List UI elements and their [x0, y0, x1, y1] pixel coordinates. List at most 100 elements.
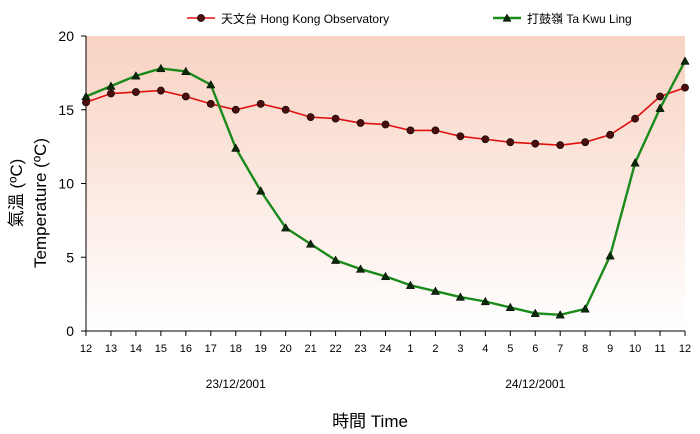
- series-layer: [81, 56, 690, 319]
- y-axis-title: Temperature (ºC): [31, 138, 50, 268]
- x-tick-label: 12: [679, 343, 691, 355]
- data-point: [606, 130, 615, 139]
- data-point: [631, 114, 639, 123]
- data-point: [306, 113, 315, 122]
- data-point: [456, 132, 465, 141]
- x-tick-label: 20: [280, 343, 292, 355]
- data-point: [431, 126, 440, 135]
- x-tick-label: 2: [432, 343, 438, 355]
- x-tick-label: 1: [407, 343, 413, 355]
- legend-swatch-marker: [502, 13, 512, 22]
- x-tick-label: 17: [205, 343, 217, 355]
- date-label-first: 23/12/2001: [206, 377, 266, 391]
- legend-label: 天文台 Hong Kong Observatory: [221, 11, 389, 26]
- x-tick-label: 8: [582, 343, 588, 355]
- x-tick-label: 10: [629, 343, 641, 355]
- plot-area: [86, 36, 685, 331]
- data-point: [330, 255, 341, 264]
- data-point: [630, 158, 640, 167]
- data-point: [181, 92, 190, 101]
- x-tick-label: 24: [379, 343, 391, 355]
- series-ta-kwu-ling: [81, 56, 690, 319]
- x-tick-label: 12: [80, 343, 92, 355]
- data-point: [355, 264, 366, 273]
- data-point: [656, 92, 664, 101]
- data-point: [506, 138, 515, 147]
- x-tick-label: 7: [557, 343, 563, 355]
- x-tick-label: 4: [482, 343, 488, 355]
- data-point: [156, 86, 165, 95]
- data-point: [181, 66, 191, 76]
- x-axis-title: 時間 Time: [332, 412, 408, 431]
- legend-item-ta-kwu-ling: 打鼓嶺 Ta Kwu Ling: [493, 12, 632, 26]
- x-tick-label: 23: [354, 343, 366, 355]
- y-axis-title-chinese: 氣溫 (ºC): [7, 159, 26, 228]
- data-point: [406, 126, 415, 135]
- data-point: [581, 138, 590, 147]
- y-tick-label: 5: [66, 249, 74, 265]
- data-point: [256, 186, 266, 195]
- x-tick-label: 9: [607, 343, 613, 355]
- x-tick-label: 5: [507, 343, 513, 355]
- x-tick-label: 15: [155, 343, 167, 355]
- legend-label: 打鼓嶺 Ta Kwu Ling: [527, 12, 632, 26]
- axis-labels: 氣溫 (ºC) Temperature (ºC) 時間 Time 23/12/2…: [7, 138, 566, 431]
- data-point: [81, 91, 91, 101]
- data-point: [681, 83, 689, 92]
- data-point: [380, 271, 391, 281]
- data-point: [655, 103, 665, 112]
- data-point: [505, 302, 515, 312]
- series-hong-kong-observatory: [82, 83, 689, 150]
- data-point: [206, 99, 215, 108]
- data-point: [281, 223, 291, 232]
- data-point: [231, 105, 240, 114]
- x-tick-label: 22: [329, 343, 341, 355]
- x-axis-ticks: 12 13 14 15 16 17 18 19 20 21 22 23 24 1 2 3 4 5 6 7 8 9 10 11 1…: [80, 331, 691, 355]
- x-tick-label: 13: [105, 343, 117, 355]
- y-tick-label: 10: [58, 176, 74, 192]
- data-point: [131, 71, 141, 80]
- data-point: [107, 89, 115, 98]
- data-point: [156, 63, 166, 73]
- legend: 天文台 Hong Kong Observatory 打鼓嶺 Ta Kwu Ling: [187, 11, 632, 26]
- y-tick-label: 15: [58, 102, 74, 118]
- data-point: [605, 251, 615, 260]
- data-point: [231, 143, 241, 152]
- data-point: [206, 79, 216, 89]
- x-tick-label: 11: [654, 343, 665, 355]
- data-point: [455, 292, 465, 301]
- x-tick-label: 16: [180, 343, 192, 355]
- axes: [85, 36, 685, 332]
- x-tick-label: 18: [230, 343, 242, 355]
- data-point: [480, 296, 490, 306]
- data-point: [481, 135, 490, 144]
- legend-swatch-marker: [197, 14, 205, 22]
- x-tick-label: 21: [305, 343, 317, 355]
- data-point: [530, 308, 540, 317]
- y-tick-label: 0: [66, 323, 74, 339]
- data-point: [356, 119, 365, 127]
- data-point: [381, 120, 390, 129]
- data-point: [106, 81, 116, 90]
- data-point: [430, 286, 441, 295]
- data-point: [555, 310, 565, 319]
- data-point: [556, 141, 565, 150]
- data-point: [132, 88, 140, 96]
- data-point: [256, 99, 265, 108]
- y-tick-label: 20: [58, 28, 74, 44]
- data-point: [680, 56, 690, 65]
- data-point: [281, 105, 290, 114]
- data-point: [580, 304, 590, 313]
- date-label-second: 24/12/2001: [505, 377, 565, 391]
- x-tick-label: 19: [255, 343, 267, 355]
- data-point: [531, 139, 540, 148]
- data-point: [331, 114, 340, 123]
- legend-item-hong-kong-observatory: 天文台 Hong Kong Observatory: [187, 11, 389, 26]
- data-point: [306, 239, 316, 248]
- data-point: [405, 280, 416, 289]
- x-tick-label: 6: [532, 343, 538, 355]
- x-tick-label: 14: [130, 343, 142, 355]
- x-tick-label: 3: [457, 343, 463, 355]
